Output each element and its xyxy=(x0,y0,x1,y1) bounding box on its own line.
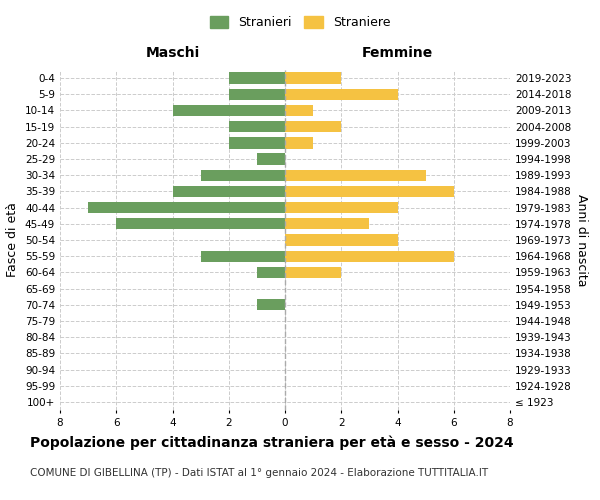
Bar xyxy=(285,202,398,213)
Bar xyxy=(229,121,285,132)
Bar xyxy=(285,250,454,262)
Text: Femmine: Femmine xyxy=(362,46,433,60)
Bar xyxy=(285,137,313,148)
Bar xyxy=(285,121,341,132)
Bar xyxy=(200,250,285,262)
Text: Popolazione per cittadinanza straniera per età e sesso - 2024: Popolazione per cittadinanza straniera p… xyxy=(30,435,514,450)
Bar xyxy=(285,72,341,84)
Text: Maschi: Maschi xyxy=(145,46,200,60)
Bar xyxy=(257,299,285,310)
Bar xyxy=(173,186,285,197)
Bar xyxy=(229,137,285,148)
Bar xyxy=(257,266,285,278)
Bar xyxy=(285,88,398,100)
Bar xyxy=(285,170,425,181)
Bar xyxy=(200,170,285,181)
Bar xyxy=(257,154,285,164)
Bar xyxy=(173,105,285,116)
Bar xyxy=(285,218,370,230)
Bar xyxy=(229,88,285,100)
Bar xyxy=(88,202,285,213)
Y-axis label: Fasce di età: Fasce di età xyxy=(7,202,19,278)
Bar xyxy=(229,72,285,84)
Bar xyxy=(285,105,313,116)
Y-axis label: Anni di nascita: Anni di nascita xyxy=(575,194,588,286)
Bar xyxy=(116,218,285,230)
Text: COMUNE DI GIBELLINA (TP) - Dati ISTAT al 1° gennaio 2024 - Elaborazione TUTTITAL: COMUNE DI GIBELLINA (TP) - Dati ISTAT al… xyxy=(30,468,488,477)
Legend: Stranieri, Straniere: Stranieri, Straniere xyxy=(205,11,395,34)
Bar xyxy=(285,266,341,278)
Bar xyxy=(285,186,454,197)
Bar xyxy=(285,234,398,246)
